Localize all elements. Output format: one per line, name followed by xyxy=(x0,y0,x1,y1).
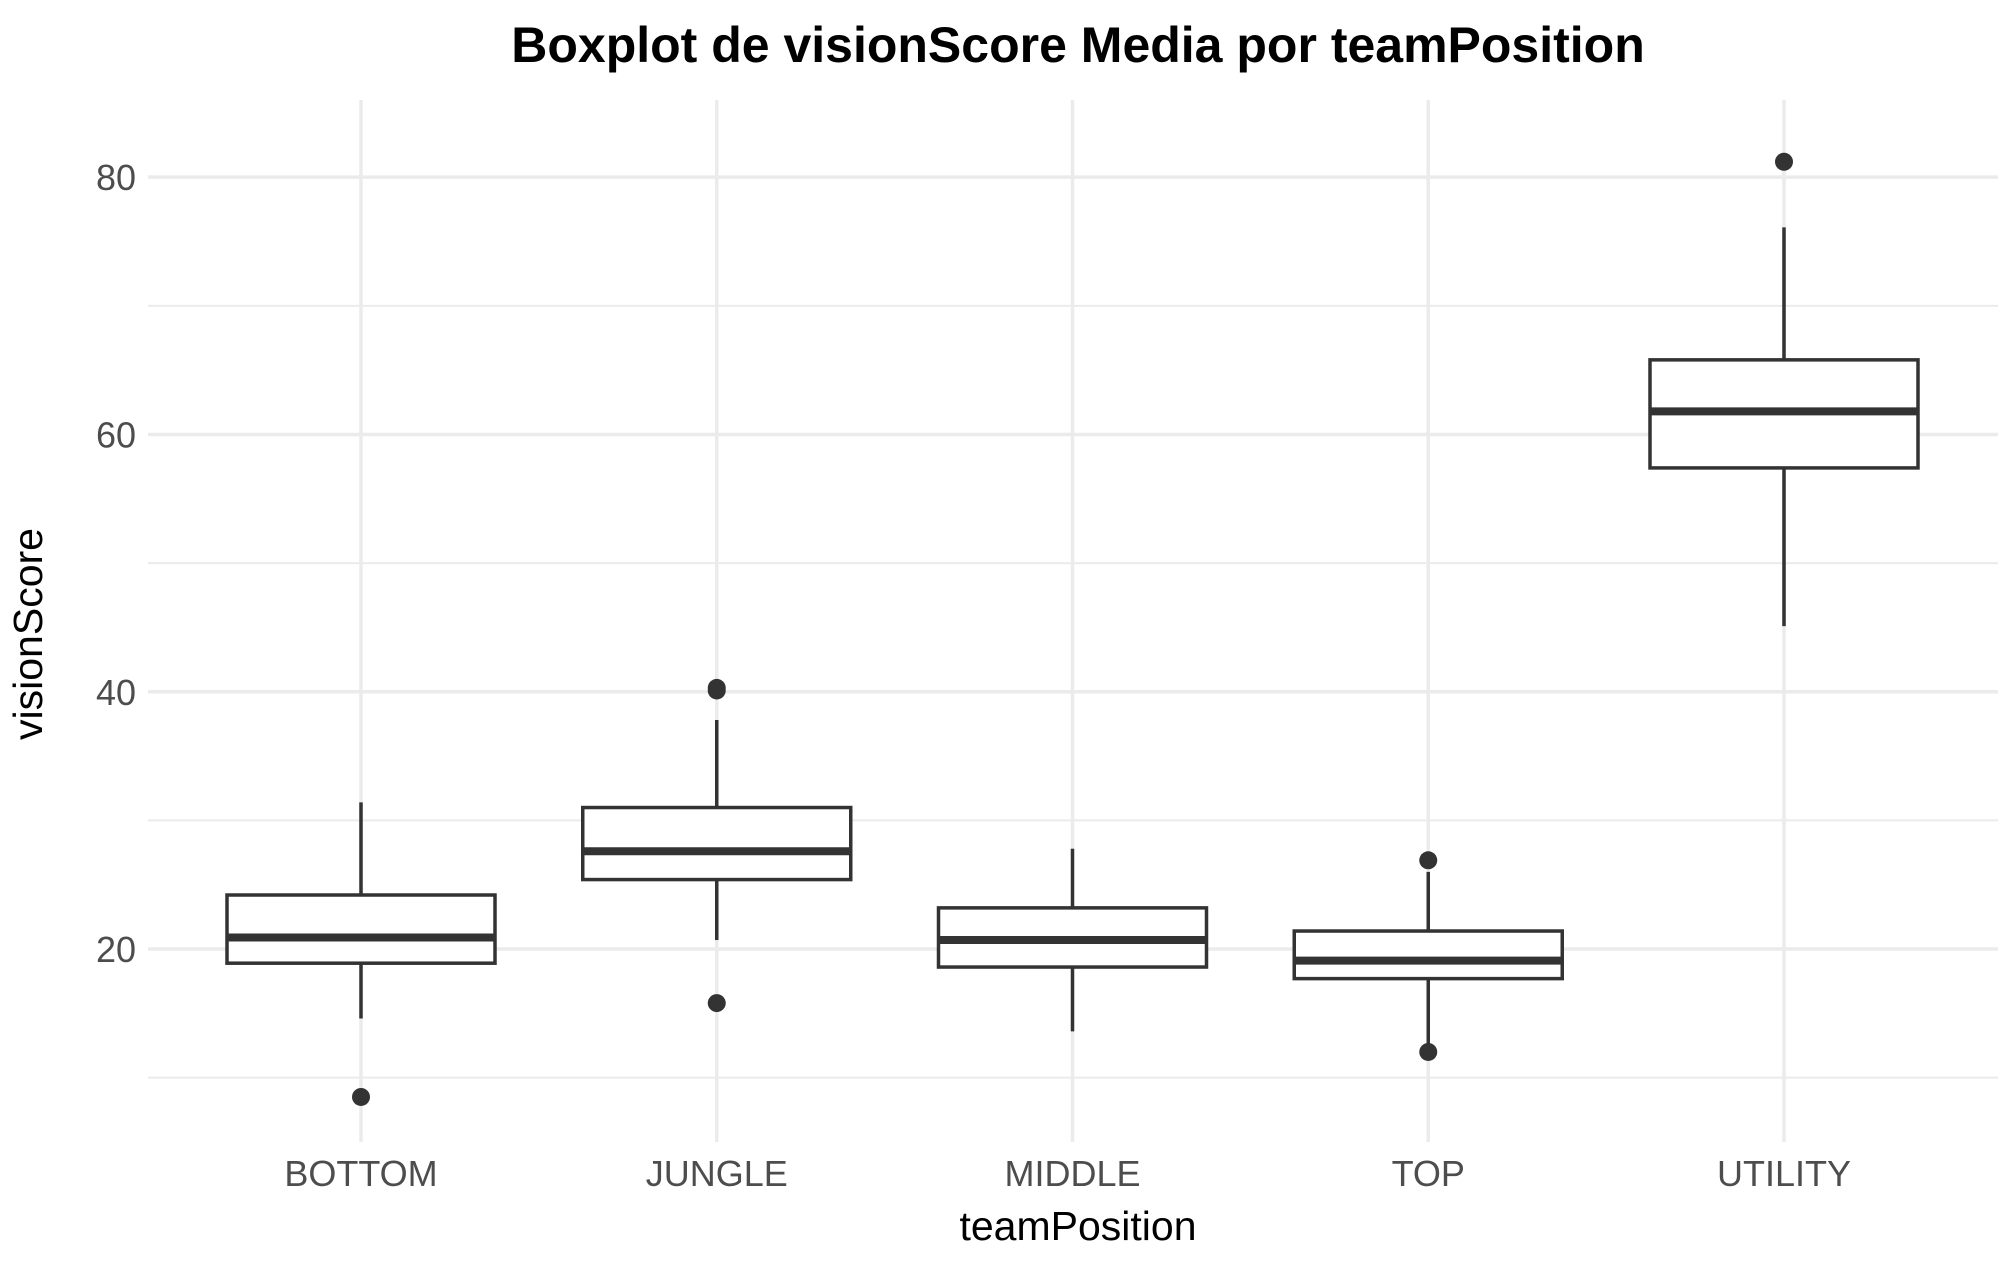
ticks: 20 40 60 80 BOTTOM JUNGLE MIDDLE TOP UTILITY xyxy=(96,157,1851,1194)
box-body xyxy=(225,893,497,965)
box-body xyxy=(1292,929,1564,981)
outlier-point xyxy=(1419,851,1438,870)
x-tick-label: JUNGLE xyxy=(646,1153,788,1194)
boxes xyxy=(225,152,1920,1106)
outlier-point xyxy=(707,994,726,1013)
y-axis-label: visionScore xyxy=(5,528,51,740)
outlier-point xyxy=(1419,1042,1438,1061)
outlier-point xyxy=(707,678,726,697)
x-axis-label: teamPosition xyxy=(959,1203,1196,1249)
x-tick-label: UTILITY xyxy=(1717,1153,1851,1194)
x-tick-label: TOP xyxy=(1392,1153,1465,1194)
outlier-point xyxy=(352,1087,370,1106)
y-tick-label: 40 xyxy=(96,672,136,713)
y-tick-label: 80 xyxy=(96,157,136,198)
box-bottom xyxy=(225,802,497,1106)
box-body xyxy=(581,805,853,882)
box-jungle xyxy=(581,678,853,1013)
x-tick-label: BOTTOM xyxy=(284,1153,437,1194)
y-tick-label: 60 xyxy=(96,414,136,455)
box-top xyxy=(1292,851,1564,1061)
y-tick-label: 20 xyxy=(96,929,136,970)
chart-title: Boxplot de visionScore Media por teamPos… xyxy=(511,17,1645,73)
outlier-point xyxy=(1775,152,1793,171)
x-tick-label: MIDDLE xyxy=(1004,1153,1140,1194)
box-middle xyxy=(936,848,1209,1032)
box-utility xyxy=(1648,152,1920,627)
